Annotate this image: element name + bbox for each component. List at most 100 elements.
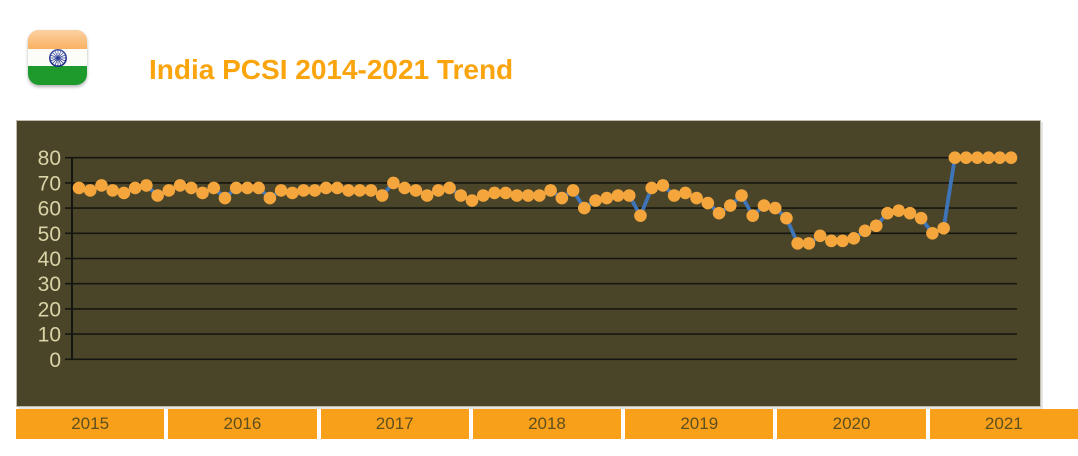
data-point (274, 184, 288, 197)
data-point (128, 181, 142, 195)
year-label: 2015 (71, 414, 110, 433)
data-point (252, 181, 265, 195)
data-point (634, 209, 647, 222)
data-point (510, 189, 524, 202)
data-point (993, 151, 1007, 164)
data-point (869, 219, 883, 233)
data-point (825, 234, 838, 248)
india-flag-icon (28, 30, 87, 85)
y-tick-label-80: 80 (38, 147, 61, 170)
data-point (353, 184, 367, 197)
data-point (443, 181, 456, 195)
data-point (499, 186, 513, 200)
data-point (948, 151, 962, 164)
year-label: 2021 (984, 414, 1023, 433)
data-point (533, 189, 546, 202)
data-point (488, 186, 501, 200)
y-tick-label-70: 70 (38, 172, 61, 195)
data-point (622, 189, 636, 202)
data-point (207, 181, 221, 195)
data-point (1004, 151, 1018, 164)
y-tick-label-50: 50 (38, 223, 61, 246)
year-label: 2017 (375, 414, 414, 433)
data-point (173, 179, 187, 192)
data-point (578, 201, 591, 215)
data-point (802, 237, 816, 250)
data-point (645, 181, 658, 195)
data-point (476, 189, 490, 202)
data-point (286, 186, 299, 200)
data-point (746, 209, 760, 222)
data-point (398, 181, 411, 195)
data-point (982, 151, 995, 164)
data-point (903, 206, 917, 220)
data-point (184, 181, 198, 195)
data-point (544, 184, 557, 197)
y-tick-label-30: 30 (38, 273, 61, 296)
year-cell-2020: 2020 (777, 409, 926, 439)
data-point (971, 151, 984, 164)
year-label: 2020 (832, 414, 871, 433)
y-tick-label-20: 20 (38, 298, 61, 321)
data-point (757, 199, 771, 212)
data-point (712, 206, 726, 220)
data-point (690, 191, 703, 205)
data-point (656, 179, 670, 192)
data-point (937, 221, 950, 235)
data-point (297, 184, 310, 197)
data-point (83, 184, 97, 197)
y-tick-label-40: 40 (38, 248, 61, 271)
data-point (241, 181, 254, 195)
data-point (342, 184, 355, 197)
data-point (791, 237, 804, 250)
data-point (881, 206, 894, 220)
year-label: 2016 (223, 414, 262, 433)
data-point (263, 191, 277, 205)
data-point (196, 186, 209, 200)
data-point (701, 196, 715, 210)
data-point (813, 229, 827, 243)
data-point (106, 184, 119, 197)
data-point (566, 184, 580, 197)
y-tick-label-60: 60 (38, 198, 61, 221)
year-cell-2017: 2017 (320, 409, 469, 439)
data-point (319, 181, 333, 195)
data-point (140, 179, 153, 192)
year-cell-2015: 2015 (16, 409, 165, 439)
data-point (151, 189, 164, 202)
data-point (364, 184, 378, 197)
year-axis-band: 2015 2016 2017 2018 2019 2020 2021 (16, 409, 1078, 439)
flag-gloss-highlight (28, 30, 87, 61)
year-cell-2019: 2019 (625, 409, 774, 439)
data-point (600, 191, 614, 205)
year-cell-2016: 2016 (168, 409, 317, 439)
page-title: India PCSI 2014-2021 Trend (149, 54, 514, 85)
flag-green-band (28, 66, 87, 85)
data-point (117, 186, 131, 200)
year-label: 2018 (528, 414, 566, 433)
chart-frame: 0 10 20 30 40 50 60 70 80 (16, 120, 1041, 407)
data-point (735, 189, 748, 202)
data-point (914, 211, 928, 225)
data-point (432, 184, 445, 197)
data-point (454, 189, 468, 202)
data-point (555, 191, 569, 205)
data-point (926, 227, 939, 240)
year-cell-2018: 2018 (472, 409, 622, 439)
data-point (387, 176, 400, 190)
data-point (847, 232, 861, 245)
data-point (330, 181, 344, 195)
data-point (589, 194, 602, 207)
data-point (858, 224, 872, 238)
data-point (611, 189, 625, 202)
y-tick-label-0: 0 (49, 349, 61, 372)
data-point (679, 186, 692, 200)
year-label: 2019 (680, 414, 719, 433)
data-point (162, 184, 176, 197)
year-cell-2021: 2021 (929, 409, 1078, 439)
data-point (780, 211, 793, 225)
data-point (768, 201, 782, 215)
data-point (95, 179, 108, 192)
data-point (521, 189, 535, 202)
